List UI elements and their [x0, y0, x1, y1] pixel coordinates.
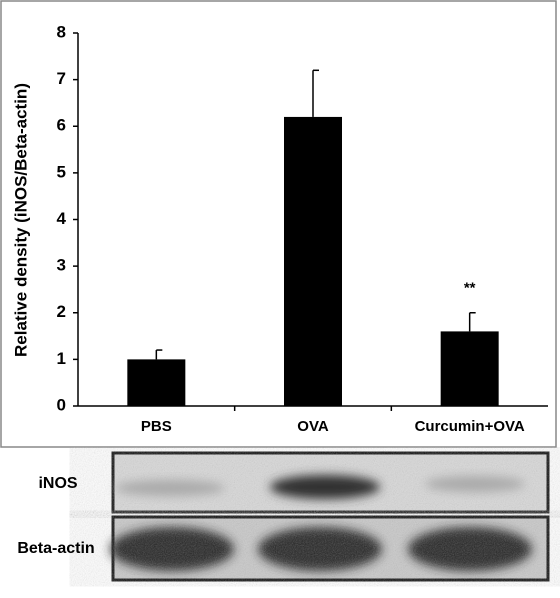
- blot-beta-actin: [110, 515, 550, 582]
- bar: [440, 331, 499, 406]
- y-axis-label: Relative density (iNOS/Beta-actin): [11, 83, 30, 357]
- y-tick-label: 1: [57, 349, 66, 368]
- blot-label: Beta-actin: [17, 540, 94, 557]
- y-tick-label: 8: [57, 22, 66, 41]
- y-tick-label: 3: [57, 256, 66, 275]
- bar: [127, 359, 186, 406]
- x-tick-label: OVA: [297, 418, 329, 435]
- x-tick-label: PBS: [141, 418, 172, 435]
- chart-frame: [0, 0, 557, 448]
- y-tick-label: 5: [57, 162, 66, 181]
- significance-label: **: [464, 280, 476, 297]
- y-tick-label: 4: [57, 209, 67, 228]
- y-tick-label: 2: [57, 302, 66, 321]
- blot-inos: [111, 451, 550, 514]
- blot-label: iNOS: [38, 475, 77, 492]
- bar: [284, 116, 342, 407]
- y-tick-label: 7: [57, 69, 66, 88]
- y-tick-label: 6: [57, 116, 66, 135]
- y-tick-label: 0: [57, 395, 66, 414]
- x-tick-label: Curcumin+OVA: [415, 418, 525, 435]
